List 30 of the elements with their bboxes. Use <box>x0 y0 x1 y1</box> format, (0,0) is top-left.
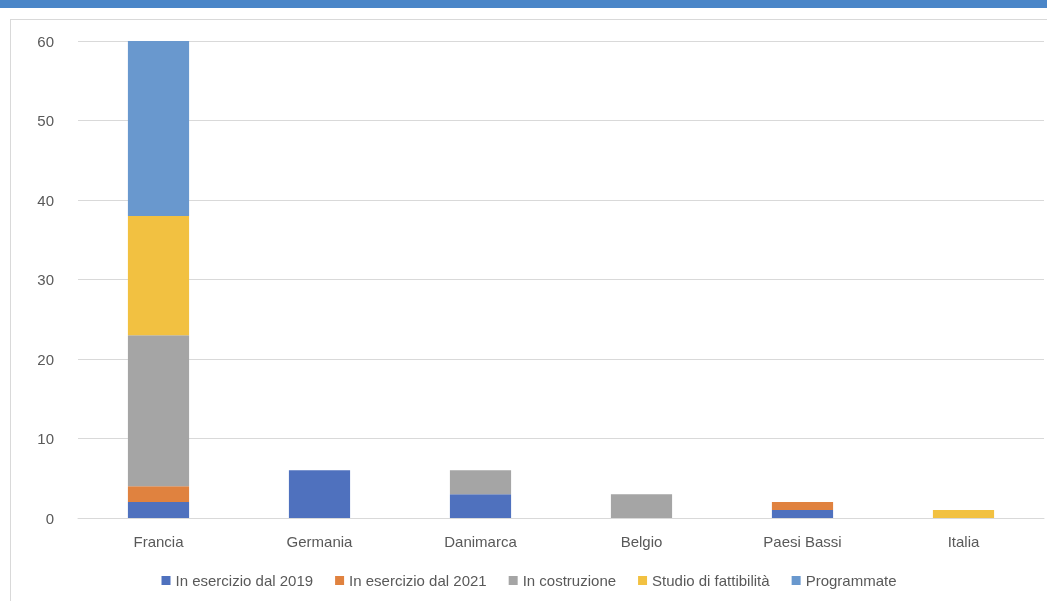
bar <box>127 335 190 487</box>
x-tick-label: Belgio <box>620 533 663 550</box>
x-tick-label: Paesi Bassi <box>763 533 842 550</box>
bar <box>449 494 512 518</box>
bar <box>127 215 190 336</box>
bar <box>771 510 834 518</box>
legend-label: In costruzione <box>522 572 617 589</box>
bar <box>127 41 190 216</box>
y-tick-label: 10 <box>37 430 54 447</box>
y-tick-label: 50 <box>37 112 54 129</box>
bar <box>449 470 512 495</box>
legend-label: Programmate <box>805 572 897 589</box>
x-tick-label: Italia <box>947 533 980 550</box>
x-tick-label: Danimarca <box>444 533 518 550</box>
y-tick-label: 40 <box>37 191 54 209</box>
x-tick-label: Germania <box>286 533 354 550</box>
bar <box>127 502 190 518</box>
legend-label: In esercizio dal 2021 <box>349 572 487 589</box>
legend-label: In esercizio dal 2019 <box>175 572 314 589</box>
bar <box>288 470 351 518</box>
bar <box>771 502 834 511</box>
y-tick-label: 0 <box>45 509 54 527</box>
bar <box>932 510 995 518</box>
bar <box>610 494 673 518</box>
y-tick-label: 60 <box>37 32 54 50</box>
legend-label: Studio di fattibilità <box>652 572 771 589</box>
x-tick-label: Francia <box>133 533 185 550</box>
bar <box>127 486 190 503</box>
y-tick-label: 20 <box>37 350 54 368</box>
y-tick-label: 30 <box>37 271 54 288</box>
